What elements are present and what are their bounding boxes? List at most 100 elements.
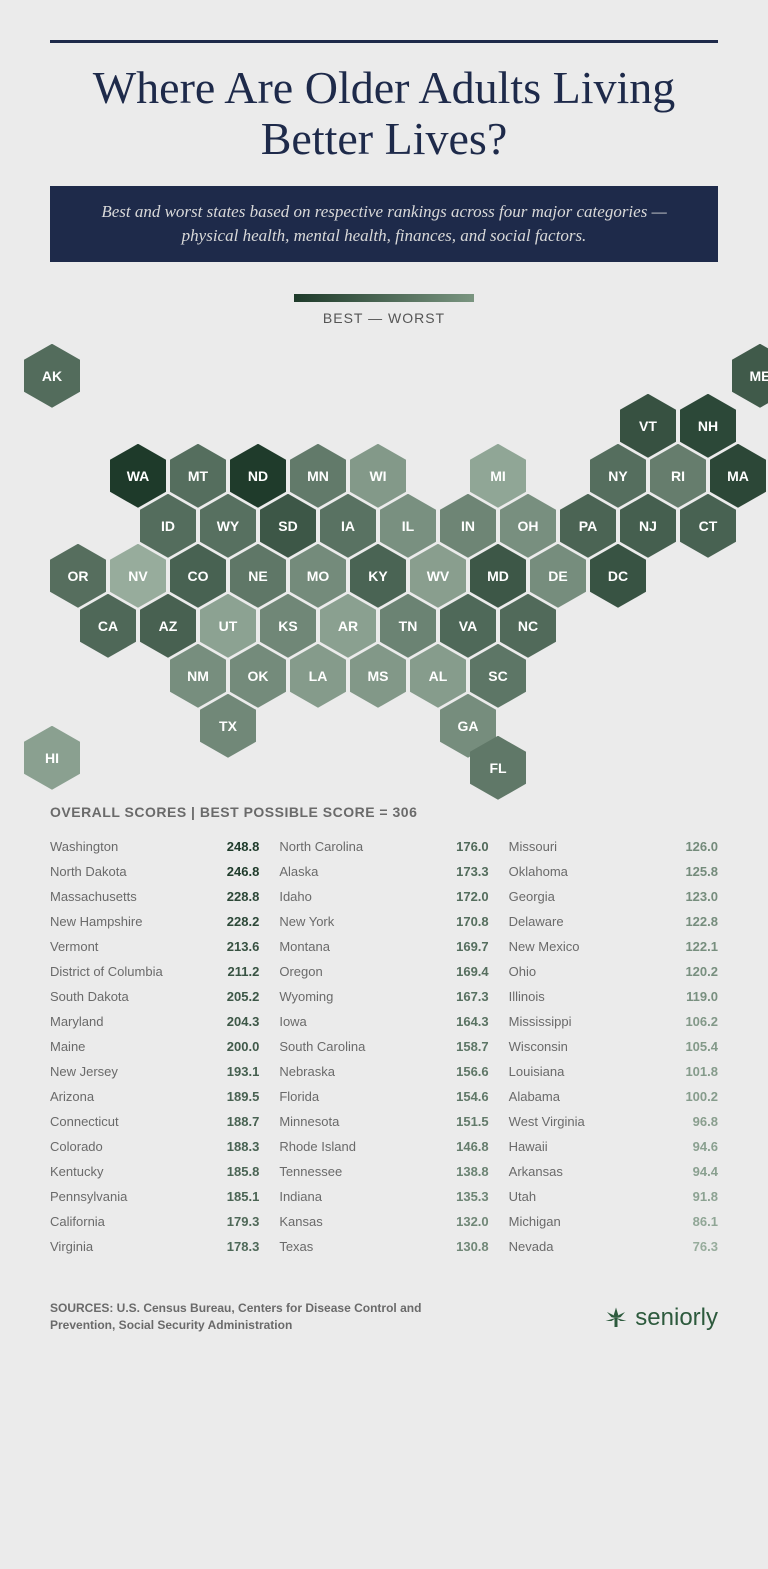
score-state-name: Vermont <box>50 939 98 954</box>
hex-state-nc: NC <box>500 594 556 658</box>
hex-state-nv: NV <box>110 544 166 608</box>
score-state-name: Oregon <box>279 964 322 979</box>
score-state-name: Massachusetts <box>50 889 137 904</box>
hex-state-az: AZ <box>140 594 196 658</box>
score-row: Utah91.8 <box>509 1184 718 1209</box>
score-value: 91.8 <box>693 1189 718 1204</box>
score-row: District of Columbia211.2 <box>50 959 259 984</box>
hex-state-ne: NE <box>230 544 286 608</box>
score-value: 228.8 <box>227 889 260 904</box>
score-value: 94.4 <box>693 1164 718 1179</box>
score-value: 100.2 <box>685 1089 718 1104</box>
score-row: West Virginia96.8 <box>509 1109 718 1134</box>
score-state-name: Iowa <box>279 1014 306 1029</box>
score-state-name: Mississippi <box>509 1014 572 1029</box>
score-state-name: California <box>50 1214 105 1229</box>
score-value: 211.2 <box>228 964 260 979</box>
score-value: 122.8 <box>685 914 718 929</box>
score-row: Wyoming167.3 <box>279 984 488 1009</box>
hex-state-la: LA <box>290 644 346 708</box>
hex-map: AKMEVTNHWAMTNDMNWIMINYRIMAIDWYSDIAILINOH… <box>50 344 718 784</box>
hex-state-vt: VT <box>620 394 676 458</box>
score-row: Nevada76.3 <box>509 1234 718 1259</box>
score-row: Hawaii94.6 <box>509 1134 718 1159</box>
score-value: 164.3 <box>456 1014 489 1029</box>
score-value: 105.4 <box>685 1039 718 1054</box>
score-state-name: Wyoming <box>279 989 333 1004</box>
score-state-name: Michigan <box>509 1214 561 1229</box>
hex-state-ca: CA <box>80 594 136 658</box>
brand-name: seniorly <box>635 1304 718 1332</box>
score-row: Arizona189.5 <box>50 1084 259 1109</box>
hex-state-ct: CT <box>680 494 736 558</box>
score-state-name: Maine <box>50 1039 85 1054</box>
hex-state-mt: MT <box>170 444 226 508</box>
score-state-name: Nebraska <box>279 1064 335 1079</box>
hex-state-md: MD <box>470 544 526 608</box>
footer: SOURCES: U.S. Census Bureau, Centers for… <box>50 1289 718 1334</box>
score-value: 248.8 <box>227 839 260 854</box>
score-row: Louisiana101.8 <box>509 1059 718 1084</box>
score-value: 101.8 <box>685 1064 718 1079</box>
score-row: Connecticut188.7 <box>50 1109 259 1134</box>
score-value: 179.3 <box>227 1214 260 1229</box>
score-value: 135.3 <box>456 1189 489 1204</box>
score-state-name: Idaho <box>279 889 312 904</box>
score-state-name: Delaware <box>509 914 564 929</box>
score-column-0: Washington248.8North Dakota246.8Massachu… <box>50 834 259 1259</box>
score-row: Texas 130.8 <box>279 1234 488 1259</box>
score-state-name: Kansas <box>279 1214 322 1229</box>
hex-state-ms: MS <box>350 644 406 708</box>
score-value: 151.5 <box>456 1114 489 1129</box>
hex-state-va: VA <box>440 594 496 658</box>
score-value: 119.0 <box>686 989 718 1004</box>
score-state-name: Colorado <box>50 1139 103 1154</box>
hex-state-nd: ND <box>230 444 286 508</box>
hex-state-mo: MO <box>290 544 346 608</box>
page-title: Where Are Older Adults Living Better Liv… <box>50 63 718 164</box>
score-state-name: Wisconsin <box>509 1039 568 1054</box>
score-row: Kansas132.0 <box>279 1209 488 1234</box>
score-state-name: Arkansas <box>509 1164 563 1179</box>
hex-state-ks: KS <box>260 594 316 658</box>
score-value: 122.1 <box>685 939 718 954</box>
hex-state-or: OR <box>50 544 106 608</box>
score-value: 205.2 <box>227 989 260 1004</box>
hex-state-nm: NM <box>170 644 226 708</box>
score-row: Virginia178.3 <box>50 1234 259 1259</box>
score-state-name: Hawaii <box>509 1139 548 1154</box>
hex-state-ut: UT <box>200 594 256 658</box>
score-row: Illinois119.0 <box>509 984 718 1009</box>
score-state-name: North Dakota <box>50 864 127 879</box>
score-row: South Carolina 158.7 <box>279 1034 488 1059</box>
score-state-name: Oklahoma <box>509 864 568 879</box>
hex-state-ma: MA <box>710 444 766 508</box>
hex-state-sc: SC <box>470 644 526 708</box>
score-value: 185.8 <box>227 1164 260 1179</box>
score-row: California 179.3 <box>50 1209 259 1234</box>
score-state-name: South Dakota <box>50 989 129 1004</box>
hex-state-mn: MN <box>290 444 346 508</box>
score-state-name: Washington <box>50 839 118 854</box>
score-row: Nebraska156.6 <box>279 1059 488 1084</box>
score-state-name: South Carolina <box>279 1039 365 1054</box>
score-value: 106.2 <box>685 1014 718 1029</box>
score-row: Alaska173.3 <box>279 859 488 884</box>
score-state-name: New York <box>279 914 334 929</box>
score-value: 125.8 <box>685 864 718 879</box>
score-row: Wisconsin 105.4 <box>509 1034 718 1059</box>
score-value: 130.8 <box>456 1239 489 1254</box>
score-value: 188.7 <box>227 1114 260 1129</box>
hex-state-in: IN <box>440 494 496 558</box>
score-row: Minnesota151.5 <box>279 1109 488 1134</box>
score-row: New York170.8 <box>279 909 488 934</box>
score-state-name: Rhode Island <box>279 1139 356 1154</box>
score-row: Vermont213.6 <box>50 934 259 959</box>
hex-state-wv: WV <box>410 544 466 608</box>
score-row: Oklahoma 125.8 <box>509 859 718 884</box>
score-state-name: Texas <box>279 1239 313 1254</box>
hex-state-tx: TX <box>200 694 256 758</box>
score-value: 228.2 <box>227 914 260 929</box>
score-state-name: Florida <box>279 1089 319 1104</box>
score-value: 158.7 <box>456 1039 489 1054</box>
